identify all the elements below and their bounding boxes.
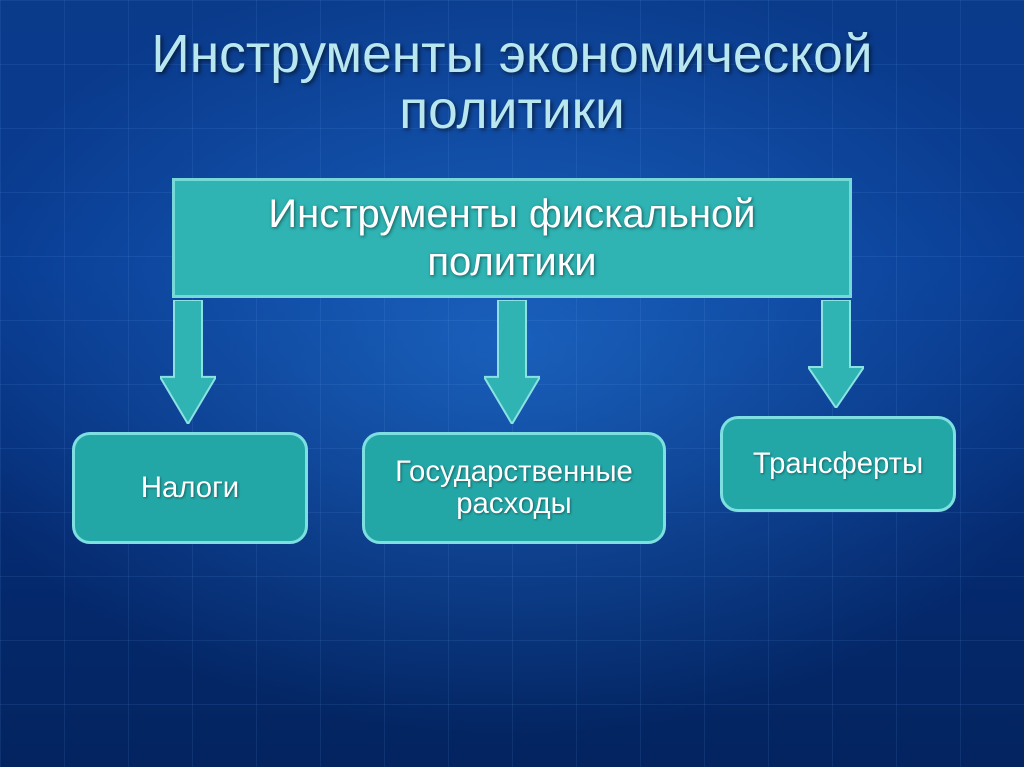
child-label-gov-spending: Государственныерасходы bbox=[395, 456, 633, 521]
arrow-transfers bbox=[808, 300, 864, 408]
child-box-transfers: Трансферты bbox=[720, 416, 956, 512]
main-box-label-line1: Инструменты фискальной bbox=[268, 192, 755, 236]
slide-title-line1: Инструменты экономической bbox=[0, 24, 1024, 85]
main-box-label-line2: политики bbox=[427, 240, 596, 284]
child-label-transfers: Трансферты bbox=[753, 448, 923, 480]
child-label-taxes: Налоги bbox=[141, 472, 239, 504]
child-box-taxes: Налоги bbox=[72, 432, 308, 544]
arrow-taxes bbox=[160, 300, 216, 424]
slide-title-line2: политики bbox=[0, 80, 1024, 141]
arrow-gov-spending bbox=[484, 300, 540, 424]
main-box: Инструменты фискальной политики bbox=[172, 178, 852, 298]
child-box-gov-spending: Государственныерасходы bbox=[362, 432, 666, 544]
